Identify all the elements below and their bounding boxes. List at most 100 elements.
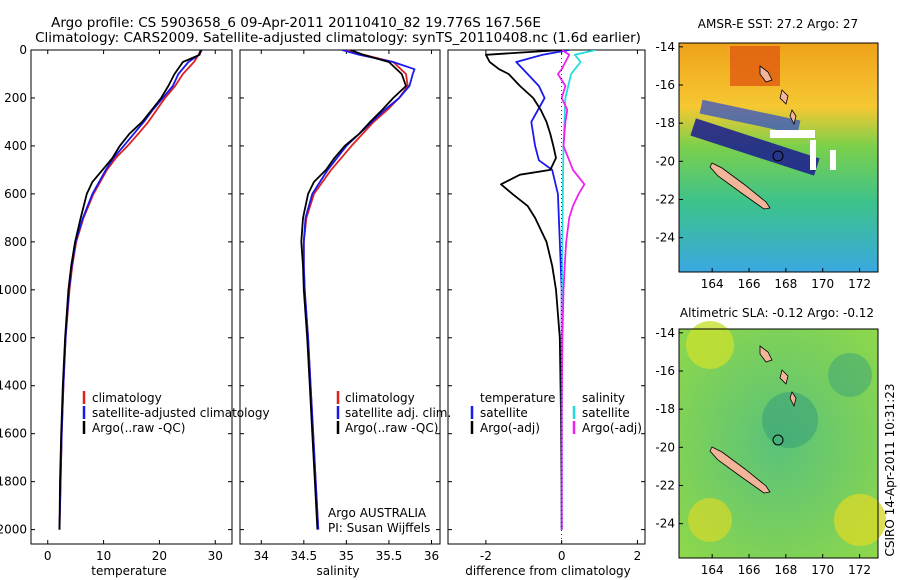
sst-map-title: AMSR-E SST: 27.2 Argo: 27 [698,17,858,31]
new-caledonia-island [709,162,771,210]
lat-tick-label: -24 [655,231,675,245]
sla-low-patch [762,392,818,448]
sst-blue-band [699,99,801,135]
x-tick-label: 0 [558,549,566,563]
lon-tick-label: 166 [738,563,761,577]
difference-panel-frame [447,49,646,545]
temperature-legend: climatology satellite-adjusted climatolo… [82,391,270,435]
lat-tick-label: -14 [655,40,675,54]
depth-tick-label: 1400 [0,379,27,393]
x-tick-label: 34.5 [290,549,317,563]
series-line-argo-raw-qc [58,50,202,530]
sst-missing-patch [770,130,815,138]
x-tick-label: 34 [254,549,269,563]
lat-tick-label: -18 [655,402,675,416]
legend-sat-label: satellite-adjusted climatology [92,406,270,420]
difference-xlabel: difference from climatology [465,564,631,578]
sla-map-title: Altimetric SLA: -0.12 Argo: -0.12 [680,306,874,320]
x-tick-label: 10 [96,549,111,563]
legend-sal-argo-label: Argo(-adj) [582,421,642,435]
csiro-stamp: CSIRO 14-Apr-2011 10:31:23 [883,383,897,556]
depth-tick-label: 1000 [0,283,27,297]
legend-clim-label: climatology [92,391,162,405]
x-tick-label: 35.5 [376,549,403,563]
legend-temp-head: temperature [480,391,555,405]
lon-tick-label: 168 [774,563,797,577]
lat-tick-label: -16 [655,364,675,378]
map-axes: -14 -16 -18 -20 -22 -24 164 166 168 170 172 -14 -16 -… [655,40,871,577]
series-line-salinity-satellite [560,50,597,530]
x-tick-label: -2 [480,549,492,563]
vanuatu-islands [759,345,797,408]
depth-tick-label: 800 [4,235,27,249]
lat-tick-label: -24 [655,517,675,531]
legend-sat-label: satellite adj. clim. [345,406,451,420]
series-line-temperature-argo-adj [484,50,563,530]
lat-tick-label: -16 [655,78,675,92]
lon-tick-label: 164 [701,563,724,577]
new-caledonia-island [709,446,771,494]
series-line-satellite-adjusted-climatology [58,50,203,530]
series-line-satellite-adj-clim [302,50,416,530]
legend-sal-sat-label: satellite [582,406,630,420]
depth-tick-label: 2000 [0,523,27,537]
credit-pi: PI: Susan Wijffels [328,521,430,535]
salinity-panel-frame [239,49,441,545]
series-line-temperature-satellite [515,50,570,530]
lat-tick-label: -18 [655,116,675,130]
lon-tick-label: 170 [811,563,834,577]
difference-legend: temperature satellite Argo(-adj) salinit… [470,391,642,435]
depth-tick-label: 0 [19,43,27,57]
difference-lines [484,50,597,544]
series-line-climatology [58,50,202,530]
x-tick-label: 20 [152,549,167,563]
lat-tick-label: -22 [655,192,675,206]
sst-missing-patch [830,150,836,170]
argo-location-marker [772,434,784,446]
sla-map [678,321,886,559]
series-line-salinity-argo-adj [557,50,586,530]
lon-tick-label: 172 [848,277,871,291]
vanuatu-islands [759,65,797,126]
x-tick-label: 2 [634,549,642,563]
x-axes: 0 10 20 30 34 34.5 35 35.5 36 -2 0 2 [44,50,641,563]
temperature-lines [58,50,203,530]
lon-tick-label: 166 [738,277,761,291]
sst-map [678,42,879,273]
lat-tick-label: -22 [655,478,675,492]
x-tick-label: 35 [339,549,354,563]
lon-tick-label: 168 [774,277,797,291]
sst-missing-patch [810,140,816,170]
credit-agency: Argo AUSTRALIA [328,506,427,520]
sst-warm-patch [730,46,780,86]
legend-temp-argo-label: Argo(-adj) [480,421,540,435]
sst-cold-band [690,118,820,176]
x-tick-label: 30 [208,549,223,563]
lon-tick-label: 164 [701,277,724,291]
depth-tick-label: 1600 [0,427,27,441]
depth-tick-label: 1200 [0,331,27,345]
title-line-2: Climatology: CARS2009. Satellite-adjuste… [35,30,641,46]
salinity-legend: climatology satellite adj. clim. Argo(..… [336,391,451,435]
legend-temp-sat-label: satellite [480,406,528,420]
lon-tick-label: 170 [811,277,834,291]
series-line-climatology [302,50,409,530]
lat-tick-label: -20 [655,154,675,168]
legend-clim-label: climatology [345,391,415,405]
depth-tick-label: 400 [4,139,27,153]
legend-sal-head: salinity [582,391,625,405]
lat-tick-label: -20 [655,440,675,454]
sla-high-patch [686,321,734,369]
temperature-xlabel: temperature [91,564,166,578]
series-line-argo-raw-qc [300,50,407,530]
argo-location-marker [772,150,784,162]
x-tick-label: 36 [424,549,439,563]
legend-argo-label: Argo(..raw -QC) [92,421,185,435]
title-line-1: Argo profile: CS 5903658_6 09-Apr-2011 2… [51,15,541,31]
lon-tick-label: 172 [848,563,871,577]
depth-tick-label: 200 [4,91,27,105]
sla-high-patch [688,498,732,542]
legend-argo-label: Argo(..raw -QC) [345,421,438,435]
salinity-lines [300,50,416,530]
